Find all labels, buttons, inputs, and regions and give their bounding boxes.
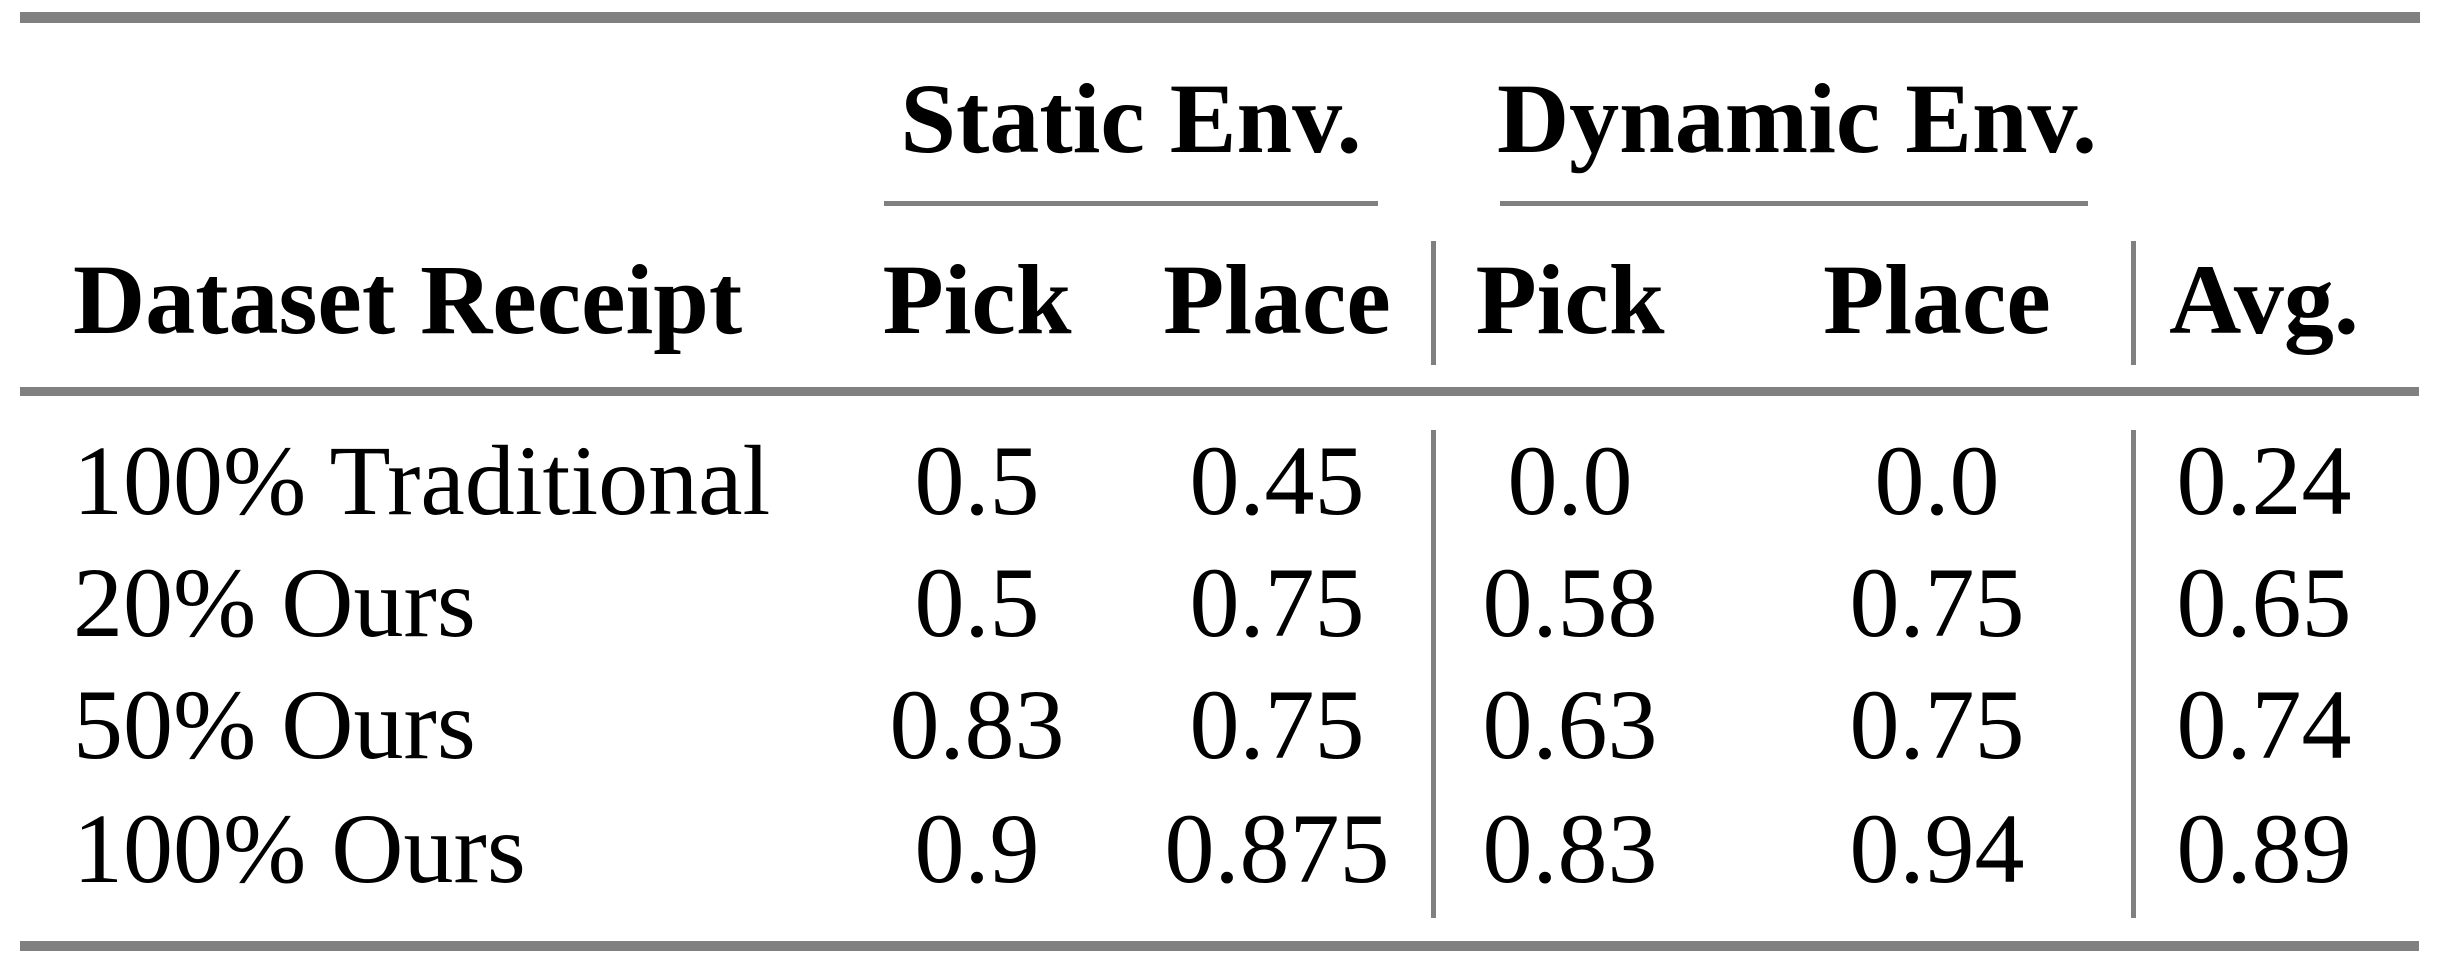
table-cell: 0.75 [1189,669,1365,780]
row-label: 100% Traditional [73,425,771,536]
column-header-dataset-receipt: Dataset Receipt [73,244,743,355]
static-env-cmidrule [884,201,1378,206]
table-cell: 0.75 [1849,669,2025,780]
table-cell: 0.5 [914,425,1040,536]
table-cell: 0.0 [1507,425,1633,536]
table-cell: 0.89 [2176,793,2352,904]
column-header-static-place: Place [1163,244,1391,355]
table-cell: 0.24 [2176,425,2352,536]
table-mid-rule [20,387,2419,396]
table-cell: 0.45 [1189,425,1365,536]
table-cell: 0.58 [1482,547,1658,658]
column-group-static-env: Static Env. [900,63,1362,174]
vertical-separator-static-dynamic-header [1431,241,1436,365]
vertical-separator-static-dynamic-body [1431,430,1436,918]
table-cell: 0.0 [1874,425,2000,536]
table-cell: 0.63 [1482,669,1658,780]
table-cell: 0.65 [2176,547,2352,658]
row-label: 50% Ours [73,669,476,780]
table-cell: 0.5 [914,547,1040,658]
table-bottom-rule [20,941,2419,951]
row-label: 100% Ours [73,793,526,904]
column-header-avg: Avg. [2169,244,2359,355]
table-cell: 0.875 [1164,793,1390,904]
column-header-dynamic-pick: Pick [1475,244,1665,355]
column-header-static-pick: Pick [882,244,1072,355]
table-top-rule [20,12,2420,23]
table-cell: 0.9 [914,793,1040,904]
table-cell: 0.94 [1849,793,2025,904]
column-header-dynamic-place: Place [1823,244,2051,355]
table-cell: 0.83 [889,669,1065,780]
vertical-separator-dynamic-avg-body [2131,430,2136,918]
column-group-dynamic-env: Dynamic Env. [1496,63,2098,174]
vertical-separator-dynamic-avg-header [2131,241,2136,365]
row-label: 20% Ours [73,547,476,658]
table-cell: 0.74 [2176,669,2352,780]
table-cell: 0.75 [1849,547,2025,658]
table-cell: 0.83 [1482,793,1658,904]
table-cell: 0.75 [1189,547,1365,658]
dynamic-env-cmidrule [1500,201,2088,206]
